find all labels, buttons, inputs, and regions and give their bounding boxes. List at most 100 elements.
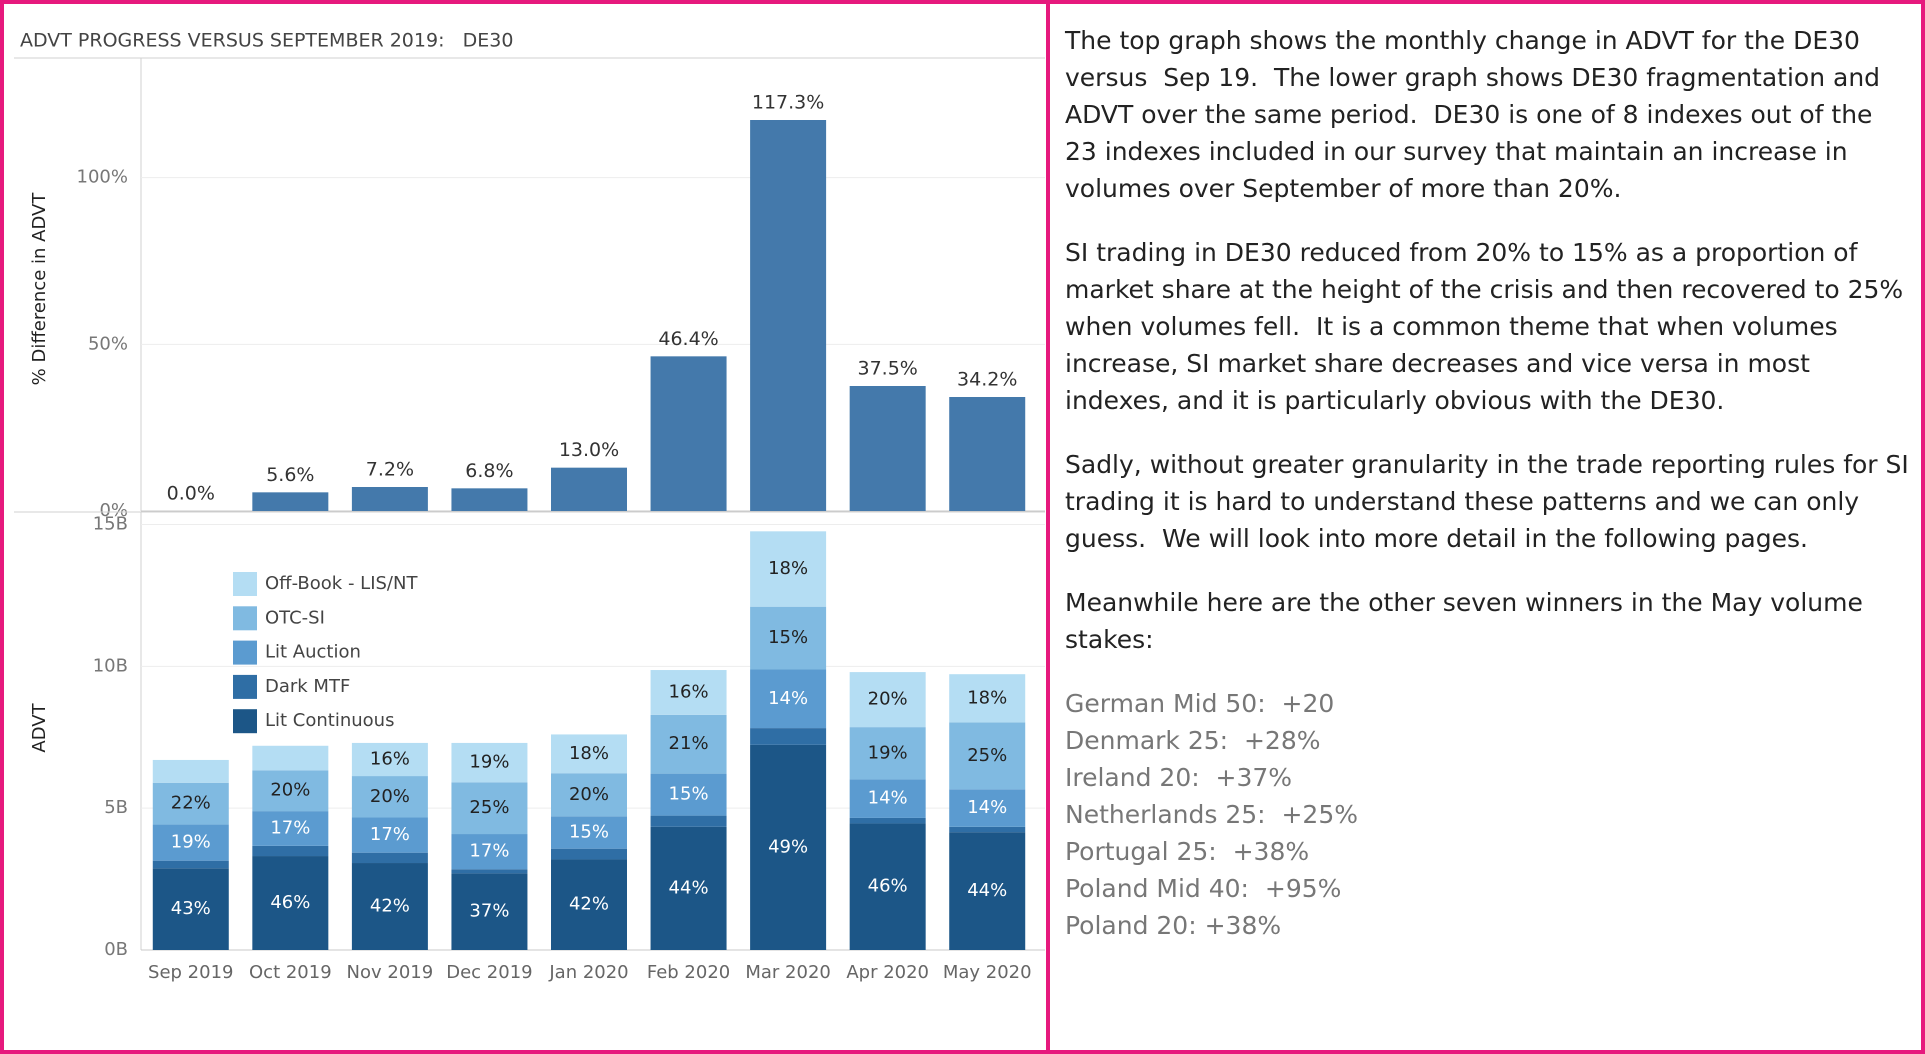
data-label: 21% (669, 733, 709, 754)
bar-segment (849, 779, 926, 818)
y-tick-label: 100% (77, 167, 128, 188)
x-tick-label: Mar 2020 (745, 962, 831, 983)
data-label: 42% (569, 894, 609, 915)
legend-swatch (233, 674, 257, 699)
data-label: 14% (967, 797, 1007, 818)
bar-segment (750, 531, 827, 607)
x-tick-label: Dec 2019 (446, 962, 532, 983)
legend-swatch (233, 606, 257, 631)
data-label: 7.2% (366, 459, 414, 481)
bar-segment (351, 817, 428, 853)
bar (949, 397, 1026, 511)
bar-segment (551, 848, 627, 860)
data-label: 37.5% (857, 358, 917, 380)
bar-segment (949, 832, 1026, 950)
x-tick-label: Sep 2019 (148, 962, 233, 983)
text-panel: The top graph shows the monthly change i… (1046, 0, 1925, 1054)
bar-segment (152, 860, 229, 869)
y-tick-label: 5B (104, 797, 128, 818)
legend-label: Dark MTF (265, 676, 350, 697)
bar-segment (351, 742, 428, 777)
bar-segment (750, 669, 827, 729)
data-label: 22% (171, 793, 211, 814)
x-tick-label: Nov 2019 (347, 962, 434, 983)
data-label: 6.8% (465, 460, 513, 482)
bar (551, 467, 627, 511)
bar-segment (650, 714, 727, 774)
bar-segment (252, 856, 329, 950)
bar-segment (351, 863, 428, 950)
winners-list: German Mid 50: +20 Denmark 25: +28% Irel… (1065, 685, 1911, 944)
chart-panel: ADVT PROGRESS VERSUS SEPTEMBER 2019: DE3… (0, 0, 1050, 1054)
data-label: 19% (469, 752, 509, 773)
paragraph: SI trading in DE30 reduced from 20% to 1… (1065, 238, 1912, 415)
bar-segment (252, 811, 329, 846)
bar-segment (152, 824, 229, 861)
bar-segment (252, 745, 329, 771)
bar-segment (849, 817, 926, 824)
y-axis-title: % Difference in ADVT (29, 192, 50, 386)
data-label: 18% (569, 743, 609, 764)
data-label: 46.4% (658, 328, 718, 350)
bar-segment (551, 734, 627, 774)
data-label: 16% (669, 681, 709, 702)
data-label: 16% (370, 748, 410, 769)
bar-segment (849, 727, 926, 780)
data-label: 17% (270, 817, 310, 838)
legend-label: Lit Continuous (265, 710, 394, 731)
data-label: 46% (270, 892, 310, 913)
bar-segment (949, 789, 1026, 827)
data-label: 25% (967, 745, 1007, 766)
bar-segment (750, 744, 827, 950)
data-label: 44% (669, 877, 709, 898)
data-label: 13.0% (559, 439, 619, 461)
data-label: 20% (370, 786, 410, 807)
legend-label: Lit Auction (265, 642, 361, 663)
bar-segment (351, 776, 428, 818)
data-label: 18% (967, 687, 1007, 708)
bar (351, 487, 428, 511)
list-item: Netherlands 25: +25% (1065, 800, 1358, 829)
data-label: 14% (768, 688, 808, 709)
list-item: Poland Mid 40: +95% (1065, 874, 1342, 903)
data-label: 44% (967, 880, 1007, 901)
data-label: 42% (370, 896, 410, 917)
bar-segment (351, 852, 428, 864)
bar-segment (949, 722, 1026, 790)
legend-swatch (233, 640, 257, 665)
data-label: 5.6% (266, 464, 314, 486)
y-tick-label: 0% (99, 500, 128, 521)
bar (750, 120, 827, 511)
legend-label: OTC-SI (265, 607, 325, 628)
bar-segment (451, 869, 528, 874)
bar (650, 356, 727, 511)
bar (849, 386, 926, 511)
bar-segment (849, 823, 926, 950)
data-label: 18% (768, 558, 808, 579)
data-label: 19% (868, 742, 908, 763)
x-tick-label: Jan 2020 (548, 962, 628, 983)
bar-segment (650, 815, 727, 827)
bar-segment (750, 728, 827, 745)
y-tick-label: 10B (93, 655, 128, 676)
legend-swatch (233, 709, 257, 734)
list-item: Poland 20: +38% (1065, 911, 1282, 940)
bar-segment (949, 674, 1026, 723)
bar-segment (451, 782, 528, 835)
list-item: German Mid 50: +20 (1065, 689, 1335, 718)
bar-segment (650, 826, 727, 950)
bar-segment (252, 770, 329, 812)
x-tick-label: Apr 2020 (846, 962, 929, 983)
paragraph: Sadly, without greater granularity in th… (1065, 450, 1917, 553)
y-axis-title: ADVT (29, 702, 50, 752)
paragraph: The top graph shows the monthly change i… (1065, 26, 1889, 203)
data-label: 25% (469, 797, 509, 818)
data-label: 20% (868, 689, 908, 710)
bar-segment (152, 868, 229, 950)
list-item: Portugal 25: +38% (1065, 837, 1310, 866)
data-label: 19% (171, 832, 211, 853)
bar-segment (451, 834, 528, 870)
panel-title: ADVT PROGRESS VERSUS SEPTEMBER 2019: DE3… (20, 30, 513, 52)
x-tick-label: Feb 2020 (647, 962, 730, 983)
bar-segment (152, 759, 229, 783)
